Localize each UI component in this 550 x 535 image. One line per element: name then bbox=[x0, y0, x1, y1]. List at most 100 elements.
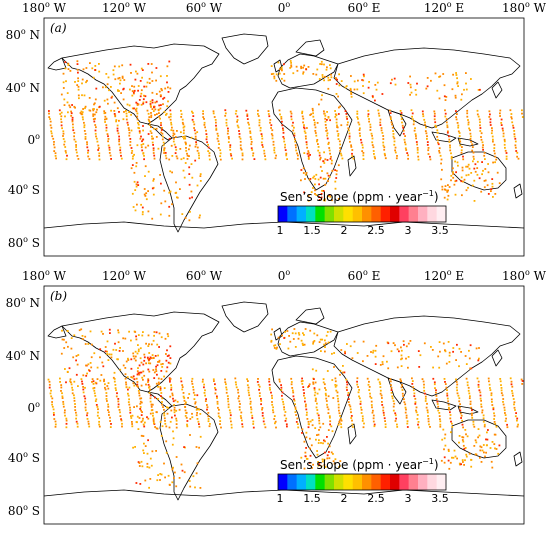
slope-point bbox=[98, 70, 101, 73]
slope-point bbox=[407, 82, 410, 84]
slope-point bbox=[439, 425, 442, 428]
slope-point bbox=[369, 392, 371, 395]
slope-point bbox=[339, 418, 342, 421]
slope-point bbox=[245, 109, 248, 112]
slope-point bbox=[358, 395, 360, 398]
slope-point bbox=[316, 402, 318, 405]
slope-point bbox=[363, 422, 365, 425]
slope-point bbox=[460, 351, 462, 353]
slope-point bbox=[198, 157, 200, 160]
slope-point bbox=[64, 368, 66, 370]
slope-point bbox=[163, 148, 165, 151]
slope-point bbox=[319, 426, 322, 429]
slope-point bbox=[81, 111, 84, 114]
slope-point bbox=[181, 384, 184, 386]
slope-point bbox=[282, 131, 285, 134]
slope-point bbox=[511, 121, 514, 124]
slope-point bbox=[384, 426, 387, 428]
slope-point bbox=[113, 378, 116, 380]
slope-point bbox=[144, 95, 147, 98]
slope-point bbox=[415, 93, 418, 96]
slope-point bbox=[444, 383, 447, 385]
slope-point bbox=[97, 149, 100, 151]
slope-point bbox=[269, 119, 272, 121]
slope-point bbox=[155, 370, 158, 372]
slope-point bbox=[51, 135, 54, 138]
slope-point bbox=[407, 342, 410, 345]
slope-point bbox=[146, 109, 149, 112]
slope-point bbox=[521, 112, 523, 115]
slope-point bbox=[514, 409, 516, 411]
slope-point bbox=[104, 121, 106, 123]
slope-point bbox=[113, 110, 116, 112]
slope-point bbox=[324, 198, 326, 201]
slope-point bbox=[167, 406, 170, 409]
slope-point bbox=[139, 483, 142, 485]
slope-point bbox=[500, 392, 503, 394]
slope-point bbox=[71, 392, 74, 395]
slope-point bbox=[480, 403, 483, 406]
slope-point bbox=[75, 151, 78, 154]
slope-point bbox=[139, 357, 142, 360]
slope-point bbox=[237, 397, 240, 400]
slope-point bbox=[394, 344, 396, 347]
slope-point bbox=[335, 169, 338, 172]
slope-point bbox=[92, 380, 95, 383]
slope-point bbox=[131, 107, 134, 110]
slope-point bbox=[124, 367, 127, 369]
slope-point bbox=[119, 82, 121, 85]
slope-point bbox=[456, 383, 459, 386]
slope-point bbox=[443, 378, 446, 380]
slope-point bbox=[256, 381, 259, 383]
slope-point bbox=[48, 386, 51, 389]
slope-point bbox=[179, 188, 181, 190]
slope-point bbox=[167, 100, 169, 103]
slope-point bbox=[108, 328, 111, 331]
slope-point bbox=[294, 144, 297, 146]
slope-point bbox=[405, 357, 407, 360]
slope-point bbox=[178, 477, 181, 479]
slope-point bbox=[482, 169, 484, 172]
slope-point bbox=[310, 444, 313, 447]
slope-point bbox=[84, 406, 87, 409]
slope-point bbox=[470, 78, 472, 80]
slope-point bbox=[142, 417, 144, 420]
slope-point bbox=[439, 350, 441, 353]
slope-point bbox=[136, 373, 139, 376]
slope-point bbox=[424, 121, 426, 124]
slope-point bbox=[146, 452, 149, 455]
slope-point bbox=[473, 158, 475, 160]
slope-point bbox=[197, 408, 200, 410]
slope-point bbox=[194, 486, 196, 489]
slope-point bbox=[258, 392, 261, 395]
slope-point bbox=[325, 400, 328, 402]
slope-point bbox=[132, 91, 135, 94]
slope-point bbox=[141, 69, 144, 71]
slope-point bbox=[136, 118, 139, 121]
slope-point bbox=[81, 82, 83, 85]
slope-point bbox=[335, 384, 338, 387]
slope-point bbox=[467, 121, 470, 124]
slope-point bbox=[275, 426, 277, 429]
slope-point bbox=[374, 99, 376, 102]
slope-point bbox=[199, 175, 202, 177]
slope-point bbox=[371, 144, 374, 146]
slope-point bbox=[458, 441, 460, 444]
slope-point bbox=[314, 183, 316, 186]
slope-point bbox=[142, 378, 144, 381]
slope-point bbox=[185, 147, 187, 149]
slope-point bbox=[465, 165, 467, 168]
slope-point bbox=[285, 154, 288, 157]
slope-point bbox=[499, 380, 502, 383]
slope-point bbox=[359, 127, 361, 130]
slope-point bbox=[139, 408, 142, 410]
slope-point bbox=[180, 109, 182, 112]
slope-point bbox=[281, 334, 283, 337]
slope-point bbox=[172, 140, 175, 143]
slope-point bbox=[229, 146, 232, 148]
slope-point bbox=[484, 158, 486, 160]
slope-point bbox=[273, 415, 276, 417]
colorbar-swatch bbox=[287, 206, 297, 222]
slope-point bbox=[337, 397, 339, 400]
slope-point bbox=[134, 209, 137, 212]
